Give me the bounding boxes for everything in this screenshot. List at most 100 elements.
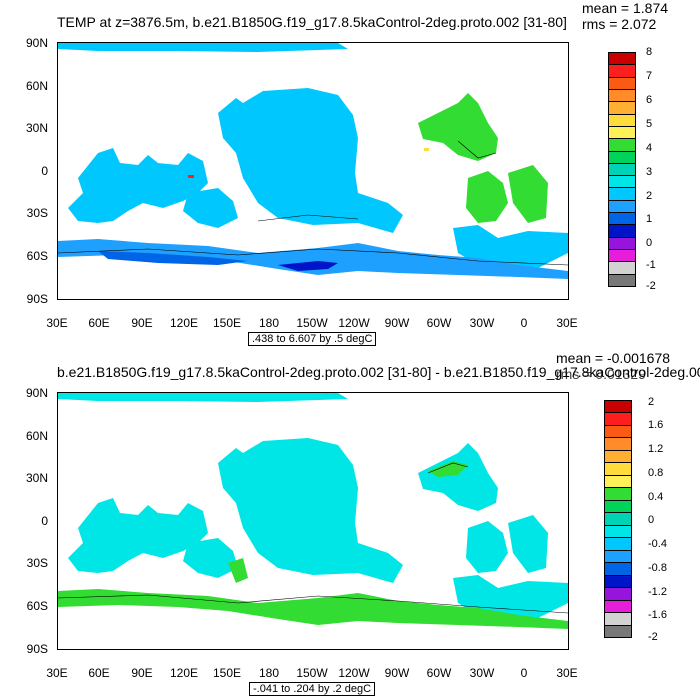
y-tick-label: 30S: [26, 206, 48, 220]
colorbar-swatch: [608, 113, 636, 127]
colorbar-swatch: [608, 150, 636, 164]
colorbar: [604, 400, 632, 638]
x-tick-label: 30E: [556, 316, 578, 330]
arctic-ocean-field: [58, 393, 348, 402]
colorbar-label: -1: [646, 259, 656, 271]
chart-title: TEMP at z=3876.5m, b.e21.B1850G.f19_g17.…: [57, 14, 567, 30]
southern-ocean-field: [58, 589, 568, 629]
contour-line: [457, 140, 497, 159]
mean-label: mean = 1.874: [582, 0, 669, 16]
colorbar-swatch: [608, 273, 636, 287]
east-atlantic-field: [508, 515, 548, 573]
east-atlantic-field: [508, 165, 548, 223]
colorbar-swatch: [608, 125, 636, 140]
x-tick-label: 150E: [212, 316, 242, 330]
colorbar-swatch: [604, 574, 632, 589]
colorbar-swatch: [604, 524, 632, 539]
colorbar-swatch: [604, 437, 632, 451]
y-tick-label: 0: [41, 164, 48, 178]
north-atlantic-warm-field: [428, 461, 468, 477]
colorbar-swatch: [604, 599, 632, 614]
north-atlantic-field: [418, 443, 498, 511]
colorbar-label: 2: [648, 396, 655, 408]
x-tick-label: 0: [520, 666, 528, 680]
colorbar-swatch: [608, 199, 636, 214]
y-tick-label: 30N: [25, 121, 48, 135]
colorbar-label: 2: [646, 190, 653, 202]
x-tick-label: 90W: [384, 666, 410, 680]
y-tick-label: 90S: [26, 292, 48, 306]
colorbar-swatch: [608, 76, 636, 90]
colorbar-swatch: [604, 462, 632, 476]
y-tick-label: 30S: [26, 556, 48, 570]
warm-patch-west: [188, 175, 194, 178]
pacific-ocean-field: [218, 88, 403, 233]
rms-label: rms = 0.01329: [556, 366, 646, 382]
tropical-atlantic-field: [466, 521, 508, 573]
colorbar-swatch: [608, 224, 636, 238]
colorbar-label: 1: [646, 213, 653, 225]
x-tick-label: 150W: [296, 666, 328, 680]
colorbar-label: 1.6: [648, 419, 664, 431]
top-panel: TEMP at z=3876.5m, b.e21.B1850G.f19_g17.…: [25, 0, 669, 346]
x-tick-label: 60E: [88, 666, 110, 680]
colorbar-swatch: [604, 474, 632, 489]
colorbar-swatch: [604, 512, 632, 526]
colorbar-swatch: [604, 612, 632, 626]
colorbar-swatch: [604, 499, 632, 514]
arctic-ocean-field: [58, 43, 348, 52]
x-tick-label: 60W: [426, 666, 452, 680]
x-tick-label: 120E: [169, 316, 199, 330]
colorbar-label: 0: [646, 237, 653, 249]
x-tick-label: 120W: [338, 316, 370, 330]
colorbar-swatch: [608, 212, 636, 226]
y-tick-label: 60N: [25, 79, 48, 93]
y-tick-label: 60S: [26, 599, 48, 613]
y-tick-label: 90N: [25, 36, 48, 50]
contour-line: [58, 248, 568, 266]
x-tick-label: 90W: [384, 316, 410, 330]
x-tick-label: 30E: [46, 316, 68, 330]
y-tick-label: 60S: [26, 249, 48, 263]
indian-ocean-field: [68, 498, 208, 573]
colorbar-swatch: [604, 587, 632, 601]
west-pacific-field: [183, 538, 238, 578]
southern-ocean-field: [58, 239, 568, 279]
mean-label: mean = -0.001678: [556, 350, 671, 366]
colorbar-swatch: [608, 187, 636, 201]
map-svg: [58, 393, 568, 629]
chart-title: b.e21.B1850G.f19_g17.8.5kaControl-2deg.p…: [57, 364, 700, 380]
colorbar-label: 6: [646, 94, 653, 106]
colorbar-swatch: [604, 400, 632, 414]
map-svg: [58, 43, 568, 279]
colorbar-swatch: [608, 175, 636, 189]
x-tick-label: 30W: [469, 666, 495, 680]
contour-range-label: -.041 to .204 by .2 degC: [249, 682, 376, 696]
west-pacific-field: [183, 188, 238, 228]
rms-label: rms = 2.072: [582, 16, 657, 32]
colorbar-swatch: [608, 162, 636, 177]
contour-line: [58, 594, 568, 614]
x-tick-label: 30W: [469, 316, 495, 330]
colorbar-label: -1.2: [648, 586, 667, 598]
indian-ocean-field: [68, 148, 208, 223]
y-tick-label: 90N: [25, 386, 48, 400]
colorbar-swatch: [608, 249, 636, 263]
x-tick-label: 90E: [131, 666, 153, 680]
x-tick-label: 150E: [212, 666, 242, 680]
colorbar-swatch: [608, 138, 636, 152]
colorbar-label: 1.2: [648, 443, 664, 455]
colorbar-label: 0.4: [648, 491, 664, 503]
y-tick-label: 60N: [25, 429, 48, 443]
colorbar-label: 0.8: [648, 467, 664, 479]
contour-line: [427, 462, 469, 474]
colorbar-swatch: [604, 449, 632, 464]
bottom-panel: mean = -0.001678 rms = 0.01329 b.e21.B18…: [0, 350, 700, 700]
colorbar-swatch: [608, 88, 636, 103]
contour-line: [257, 214, 359, 222]
x-tick-label: 150W: [296, 316, 328, 330]
y-tick-label: 90S: [26, 642, 48, 656]
colorbar-label: 3: [646, 166, 653, 178]
colorbar-label: 5: [646, 118, 653, 130]
x-tick-label: 120E: [169, 666, 199, 680]
